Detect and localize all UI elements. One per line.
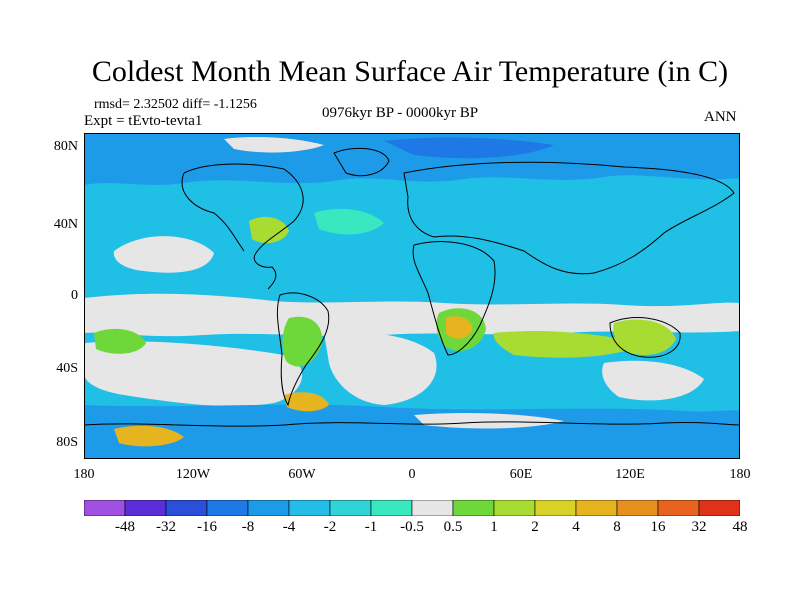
season-label: ANN	[704, 109, 737, 125]
lat-label-40s: 40S	[56, 361, 78, 376]
lat-label-40n: 40N	[53, 217, 78, 232]
southern-ocean-cold	[84, 404, 740, 459]
experiment-label: Expt = tEvto-tevta1	[84, 113, 203, 129]
stats-text: rmsd= 2.32502 diff= -1.1256	[94, 97, 257, 112]
south-atlantic-warm	[284, 392, 329, 412]
map-frame	[84, 133, 740, 459]
colorbar-swatch	[288, 500, 331, 516]
lon-label-60w: 60W	[288, 467, 316, 482]
arctic-colder-patch	[384, 137, 554, 159]
colorbar-swatch	[698, 500, 740, 516]
coast-europe-asia	[403, 161, 735, 275]
colorbar-tick-label: 16	[650, 519, 666, 535]
antarctic-warm-patch	[114, 425, 184, 447]
colorbar-swatch	[493, 500, 536, 516]
colorbar-swatch	[452, 500, 495, 516]
colorbar-tick-label: 4	[572, 519, 580, 535]
australia-warm	[613, 319, 676, 355]
lon-label-180w: 180	[73, 467, 95, 482]
lat-label-80s: 80S	[56, 435, 78, 450]
lon-label-180e: 180	[729, 467, 751, 482]
colorbar-swatch	[657, 500, 700, 516]
period-label: 0976kyr BP - 0000kyr BP	[322, 105, 479, 121]
north-atlantic-cool	[314, 208, 384, 235]
indian-ocean-neutral	[602, 360, 704, 401]
coast-north-america	[181, 163, 304, 290]
antarctic-neutral-strip	[414, 413, 564, 429]
temperature-map	[84, 133, 740, 459]
south-indian-warm	[493, 331, 644, 358]
south-america-warm	[282, 316, 323, 367]
colorbar-swatch	[84, 500, 126, 516]
colorbar-tick-label: 1	[490, 519, 498, 535]
lon-label-120e: 120E	[615, 467, 645, 482]
colorbar-tick-label: -32	[156, 519, 176, 535]
north-pacific-neutral	[113, 236, 214, 273]
colorbar-swatch	[124, 500, 167, 516]
colorbar-swatch	[206, 500, 249, 516]
colorbar-swatch	[329, 500, 372, 516]
colorbar-tick-label: -8	[241, 519, 255, 535]
colorbar-tick-label: -48	[115, 519, 135, 535]
colorbar-tick-label: -16	[197, 519, 217, 535]
arctic-neutral-patch	[224, 137, 324, 153]
coast-australia	[609, 317, 681, 358]
colorbar-swatch	[534, 500, 577, 516]
colorbar-swatch	[575, 500, 618, 516]
tropical-neutral-band	[84, 293, 740, 337]
chart-title: Coldest Month Mean Surface Air Temperatu…	[91, 55, 729, 88]
coastlines	[84, 147, 740, 427]
south-atlantic-neutral	[324, 331, 437, 405]
coast-greenland	[333, 147, 390, 177]
lon-label-0: 0	[408, 467, 416, 482]
south-pacific-neutral	[84, 341, 303, 406]
lat-label-80n: 80N	[53, 139, 78, 154]
coast-south-america	[276, 292, 330, 407]
colorbar-swatch	[165, 500, 208, 516]
south-pacific-warm	[94, 328, 146, 354]
colorbar-tick-label: -2	[323, 519, 337, 535]
colorbar	[84, 500, 740, 516]
colorbar-tick-label: -1	[364, 519, 378, 535]
colorbar-tick-label: -4	[282, 519, 296, 535]
colorbar-swatch	[247, 500, 290, 516]
colorbar-tick-label: 0.5	[443, 519, 463, 535]
north-america-warm	[249, 216, 289, 244]
colorbar-tick-label: 48	[732, 519, 748, 535]
colorbar-swatch	[411, 500, 454, 516]
colorbar-swatch	[370, 500, 413, 516]
colorbar-tick-label: 8	[613, 519, 621, 535]
lon-label-60e: 60E	[509, 467, 533, 482]
coast-antarctica	[84, 421, 740, 427]
lon-label-120w: 120W	[175, 467, 211, 482]
africa-hot-core	[446, 316, 473, 339]
colorbar-tick-label: 32	[691, 519, 707, 535]
colorbar-tick-label: 2	[531, 519, 539, 535]
lat-label-0: 0	[71, 288, 78, 303]
colorbar-swatch	[616, 500, 659, 516]
colorbar-tick-label: -0.5	[400, 519, 424, 535]
coast-africa	[412, 241, 496, 356]
